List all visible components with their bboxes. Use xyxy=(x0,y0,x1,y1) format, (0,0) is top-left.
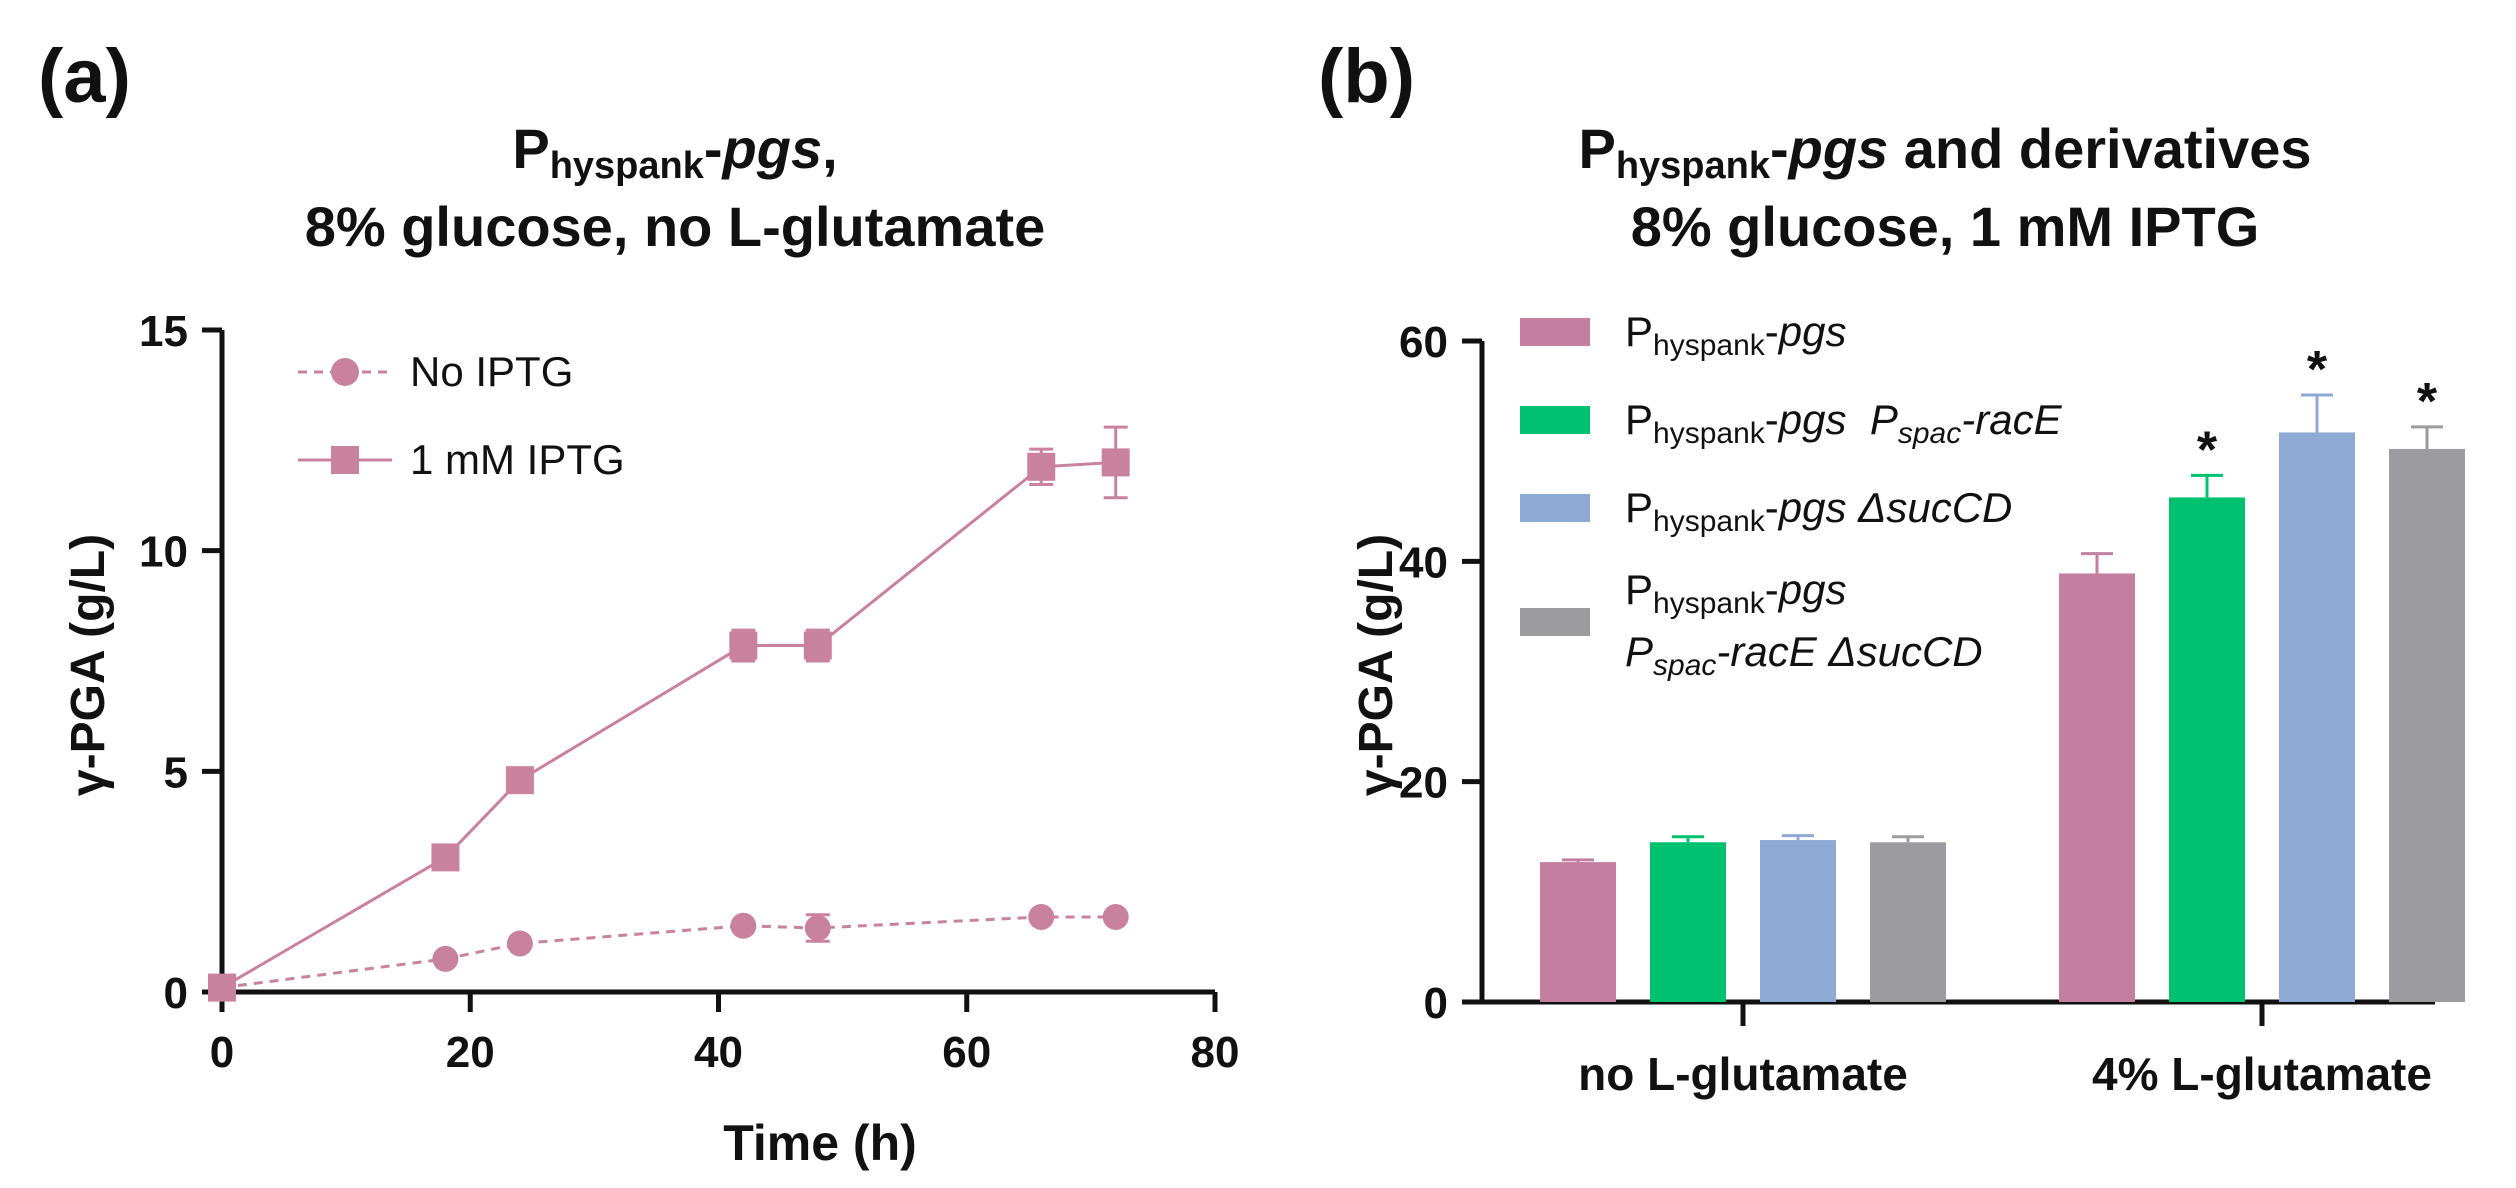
legend-circle-marker-icon xyxy=(331,358,359,386)
legend-1mm-iptg-label: 1 mM IPTG xyxy=(410,436,625,483)
y-tick-label: 10 xyxy=(139,528,188,577)
legend-swatch-1 xyxy=(1520,318,1590,346)
y-tick-label: 60 xyxy=(1399,318,1448,367)
x-tick-label: 20 xyxy=(446,1028,495,1077)
y-tick-label: 0 xyxy=(164,969,188,1018)
panel-b-legend: Physpank-pgs Physpank-pgs Pspac-racE Phy… xyxy=(1520,308,2063,682)
x-tick-label: 40 xyxy=(694,1028,743,1077)
data-point-circle xyxy=(730,912,757,939)
data-point-circle xyxy=(506,930,533,957)
panel-a-series xyxy=(208,425,1130,1002)
legend-label-1: Physpank-pgs xyxy=(1625,308,1846,362)
significance-mark: * xyxy=(2307,341,2328,399)
data-point-square xyxy=(1101,448,1130,477)
data-point-circle xyxy=(1102,903,1129,930)
data-point-square xyxy=(431,843,460,872)
data-point-square xyxy=(729,631,758,660)
legend-swatch-2 xyxy=(1520,406,1590,434)
legend-swatch-3 xyxy=(1520,494,1590,522)
legend-label-4-line1: Physpank-pgs xyxy=(1625,566,1846,620)
significance-mark: * xyxy=(2417,373,2438,431)
x-tick-label: 80 xyxy=(1191,1028,1240,1077)
bar xyxy=(2169,497,2245,1002)
panel-a-label: (a) xyxy=(38,34,131,119)
panel-b-axes: 0 20 40 60 no L-glutamate 4% L-glutamate xyxy=(1399,318,2435,1100)
data-point-circle xyxy=(1028,903,1055,930)
panel-b-ylabel: γ-PGA (g/L) xyxy=(1350,534,1403,796)
bar xyxy=(1540,862,1616,1002)
legend-swatch-4 xyxy=(1520,608,1590,636)
y-tick-label: 40 xyxy=(1399,538,1448,587)
y-tick-label: 5 xyxy=(164,748,188,797)
panel-b-chart: Physpank-pgs and derivatives 8% glucose,… xyxy=(1350,117,2465,1100)
x-tick-label: 0 xyxy=(210,1028,234,1077)
legend-label-2: Physpank-pgs Pspac-racE xyxy=(1625,396,2063,450)
y-tick-label: 15 xyxy=(139,307,188,356)
panel-b-title-line1: Physpank-pgs and derivatives xyxy=(1578,117,2311,187)
data-point-circle xyxy=(804,915,831,942)
data-point-square xyxy=(803,631,832,660)
bar xyxy=(1760,840,1836,1002)
panel-a-title-line2: 8% glucose, no L-glutamate xyxy=(305,195,1046,258)
panel-a-xlabel: Time (h) xyxy=(723,1115,917,1171)
x-tick-label: no L-glutamate xyxy=(1578,1048,1908,1100)
significance-mark: * xyxy=(2197,421,2218,479)
panel-a-ylabel: γ-PGA (g/L) xyxy=(62,534,115,796)
bar xyxy=(1650,842,1726,1002)
bar xyxy=(2389,448,2465,1002)
legend-no-iptg-label: No IPTG xyxy=(410,348,573,395)
y-tick-label: 20 xyxy=(1399,759,1448,808)
x-tick-label: 60 xyxy=(942,1028,991,1077)
panel-b-title-line2: 8% glucose, 1 mM IPTG xyxy=(1631,195,2260,258)
data-point-square xyxy=(505,766,534,795)
panel-a-chart: Physpank-pgs, 8% glucose, no L-glutamate… xyxy=(62,117,1239,1171)
panel-a-axes: 0 20 40 60 80 0 5 10 15 xyxy=(139,307,1239,1077)
panel-b-bars: * * * xyxy=(1540,341,2465,1002)
panel-a-legend: No IPTG 1 mM IPTG xyxy=(298,348,625,483)
bar xyxy=(1870,842,1946,1002)
data-point-square xyxy=(1027,452,1056,481)
bar xyxy=(2279,432,2355,1002)
data-point-circle xyxy=(432,945,459,972)
bar xyxy=(2059,573,2135,1002)
panel-b-label: (b) xyxy=(1318,34,1415,119)
panel-a-title-line1: Physpank-pgs, xyxy=(512,117,837,187)
x-tick-label: 4% L-glutamate xyxy=(2092,1048,2432,1100)
series-line-1 xyxy=(221,460,1116,989)
series-line-0 xyxy=(221,915,1116,990)
legend-label-4-line2: Pspac-racE ΔsucCD xyxy=(1625,628,1983,682)
y-tick-label: 0 xyxy=(1424,979,1448,1028)
data-point-square xyxy=(208,973,236,1002)
legend-label-3: Physpank-pgs ΔsucCD xyxy=(1625,484,2012,538)
legend-square-marker-icon xyxy=(331,446,359,474)
